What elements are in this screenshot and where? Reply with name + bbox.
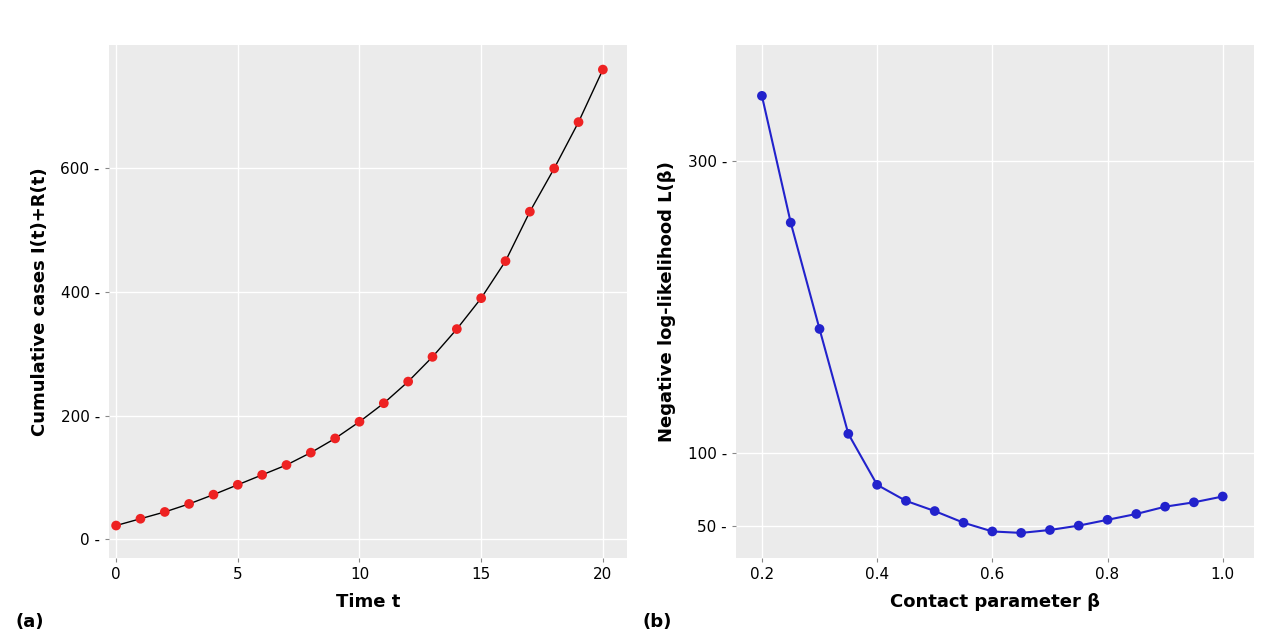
Point [838, 429, 859, 439]
Point [155, 507, 175, 517]
Point [447, 324, 467, 334]
Point [495, 256, 516, 266]
Text: (a): (a) [15, 613, 44, 631]
X-axis label: Time t: Time t [335, 593, 401, 611]
Point [982, 526, 1002, 537]
Point [924, 506, 945, 516]
Point [1155, 501, 1175, 512]
Point [106, 520, 127, 531]
Point [471, 293, 492, 303]
Point [204, 490, 224, 500]
Point [1184, 497, 1204, 508]
Point [593, 65, 613, 75]
Point [1097, 515, 1117, 525]
Point [1011, 528, 1032, 538]
Point [131, 513, 151, 524]
Point [301, 447, 321, 458]
Point [276, 460, 297, 470]
Point [1212, 492, 1233, 502]
Point [1126, 509, 1147, 519]
Point [1039, 525, 1060, 535]
Point [809, 324, 829, 334]
Text: (b): (b) [643, 613, 672, 631]
Point [781, 217, 801, 228]
Point [374, 398, 394, 408]
Point [867, 479, 887, 490]
Point [398, 376, 419, 387]
Y-axis label: Negative log-likelihood L(β): Negative log-likelihood L(β) [658, 161, 677, 442]
Point [325, 433, 346, 444]
Point [252, 470, 273, 480]
Point [349, 417, 370, 427]
Point [751, 91, 772, 101]
Point [954, 517, 974, 528]
Point [544, 163, 564, 174]
Point [228, 479, 248, 490]
Point [520, 206, 540, 217]
Y-axis label: Cumulative cases I(t)+R(t): Cumulative cases I(t)+R(t) [31, 167, 50, 436]
Point [896, 495, 916, 506]
Point [1069, 520, 1089, 531]
Point [422, 352, 443, 362]
Point [568, 117, 589, 127]
Point [179, 499, 200, 509]
X-axis label: Contact parameter β: Contact parameter β [890, 593, 1101, 611]
